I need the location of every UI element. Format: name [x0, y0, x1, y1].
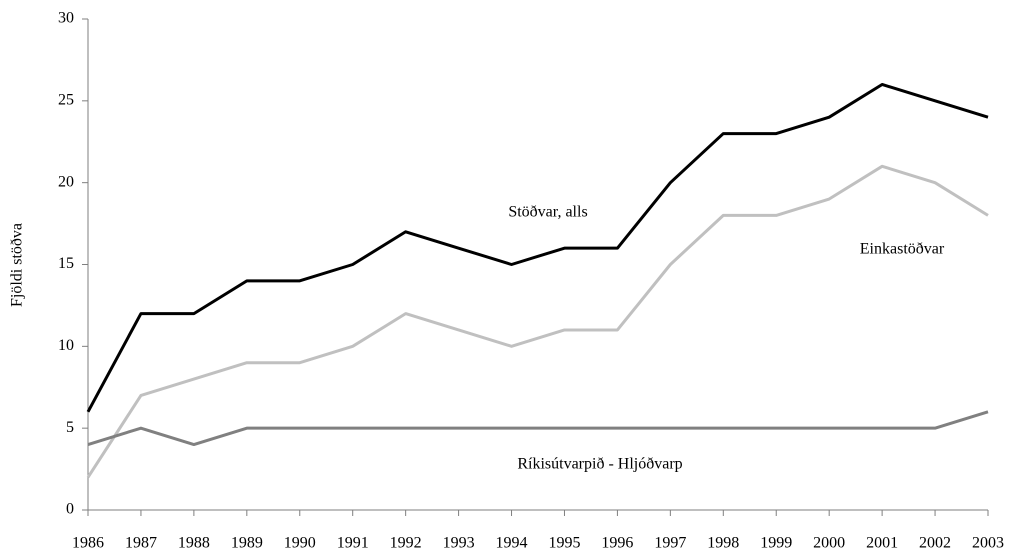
x-tick-label: 1995	[548, 535, 580, 552]
y-tick-label: 15	[58, 255, 74, 272]
x-tick-label: 1992	[390, 535, 422, 552]
x-tick-label: 1994	[496, 535, 528, 552]
series-label: Ríkisútvarpið - Hljóðvarp	[517, 456, 682, 473]
x-tick-label: 1989	[231, 535, 263, 552]
y-tick-label: 0	[66, 501, 74, 518]
y-axis-label: Fjöldi stöðva	[9, 223, 26, 307]
x-tick-label: 1998	[707, 535, 739, 552]
x-tick-label: 1996	[601, 535, 633, 552]
series-label: Einkastöðvar	[860, 241, 945, 258]
x-tick-label: 1987	[125, 535, 157, 552]
x-tick-label: 1988	[178, 535, 210, 552]
y-tick-label: 25	[58, 92, 74, 109]
x-tick-label: 1991	[337, 535, 369, 552]
x-tick-label: 1990	[284, 535, 316, 552]
x-tick-label: 2000	[813, 535, 845, 552]
y-tick-label: 30	[58, 10, 74, 27]
x-tick-label: 1997	[654, 535, 686, 552]
series-line	[86, 164, 989, 479]
y-tick-label: 20	[58, 173, 74, 190]
y-tick-label: 10	[58, 337, 74, 354]
x-tick-label: 1999	[760, 535, 792, 552]
y-tick-label: 5	[66, 419, 74, 436]
series-label: Stöðvar, alls	[508, 204, 587, 221]
series-line	[87, 410, 989, 447]
x-tick-label: 2001	[866, 535, 898, 552]
x-tick-label: 2003	[972, 535, 1004, 552]
x-tick-label: 2002	[919, 535, 951, 552]
x-tick-label: 1986	[72, 535, 104, 552]
x-tick-label: 1993	[443, 535, 475, 552]
series-line	[86, 82, 989, 413]
